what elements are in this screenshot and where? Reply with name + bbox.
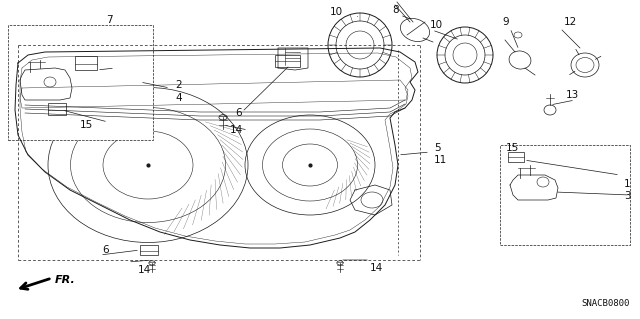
Text: 13: 13 [566,90,579,100]
Text: 4: 4 [175,93,182,103]
Text: 12: 12 [564,17,577,27]
Bar [48,103,66,115]
Text: 15: 15 [80,120,93,130]
Text: 6: 6 [235,108,242,118]
Text: 7: 7 [106,15,113,25]
Text: 10: 10 [330,7,342,17]
Text: 3: 3 [624,191,630,201]
Bar [75,56,97,70]
Text: SNACB0800: SNACB0800 [582,299,630,308]
Text: 8: 8 [393,5,399,15]
Text: 14: 14 [138,265,151,275]
Text: 2: 2 [175,80,182,90]
Text: 15: 15 [506,143,519,153]
Bar [508,152,524,162]
Text: 14: 14 [370,263,383,273]
Bar [275,55,300,67]
Text: 14: 14 [230,125,243,135]
Text: 10: 10 [430,20,443,30]
Text: 9: 9 [502,17,509,27]
FancyBboxPatch shape [8,25,153,140]
Bar [140,245,158,255]
Text: 6: 6 [102,245,109,255]
FancyBboxPatch shape [500,145,630,245]
Text: 1: 1 [624,179,630,189]
Text: 11: 11 [434,155,447,165]
Text: FR.: FR. [55,275,76,285]
Text: 5: 5 [434,143,440,153]
